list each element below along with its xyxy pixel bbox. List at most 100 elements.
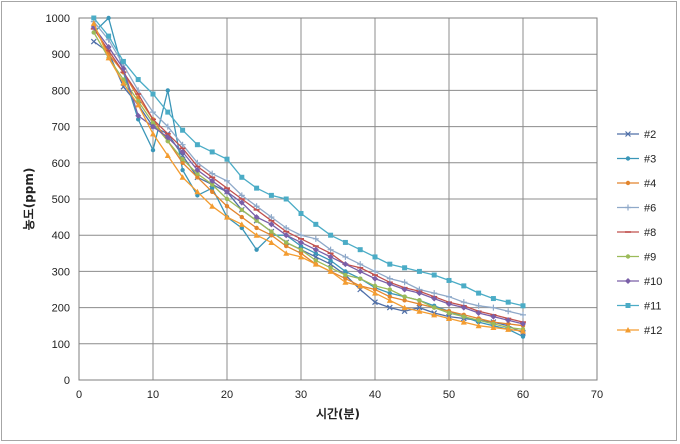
- y-tick-label: 500: [52, 194, 70, 206]
- data-point: [328, 265, 333, 270]
- data-point: [194, 142, 200, 148]
- y-tick-label: 700: [52, 122, 70, 134]
- data-point: [476, 290, 482, 296]
- data-point: [372, 275, 378, 282]
- data-point: [328, 258, 333, 263]
- legend-label: #6: [644, 203, 656, 215]
- data-point: [135, 77, 141, 83]
- series-line: [93, 17, 524, 307]
- data-point: [120, 58, 126, 64]
- y-tick-label: 600: [52, 158, 70, 170]
- data-point: [327, 246, 334, 253]
- data-point: [165, 109, 171, 115]
- data-point: [313, 258, 318, 263]
- data-point: [298, 239, 304, 246]
- data-point: [135, 101, 142, 108]
- series-2: [91, 15, 526, 339]
- data-point: [239, 174, 245, 180]
- data-point: [298, 210, 304, 216]
- data-point: [372, 283, 378, 289]
- data-point: [268, 192, 274, 198]
- data-point: [180, 156, 185, 162]
- series-line: [93, 21, 524, 316]
- data-point: [298, 232, 304, 239]
- data-point: [210, 185, 215, 191]
- y-tick-label: 200: [52, 303, 70, 315]
- data-point: [520, 320, 526, 327]
- data-point: [164, 123, 171, 130]
- legend: #2 #3 #4 #6 #8 #9 #10 #11 #12: [617, 129, 662, 337]
- data-point: [253, 203, 260, 210]
- data-point: [342, 279, 349, 285]
- data-point: [372, 268, 378, 275]
- data-point: [150, 120, 156, 126]
- data-point: [195, 193, 200, 198]
- data-point: [283, 232, 290, 239]
- data-point: [402, 298, 407, 303]
- data-point: [416, 304, 423, 311]
- data-point: [268, 221, 275, 228]
- legend-label: #12: [644, 325, 662, 337]
- legend-swatch-marker: [625, 327, 631, 333]
- data-point: [194, 159, 201, 166]
- data-point: [475, 302, 482, 309]
- data-point: [105, 54, 112, 61]
- data-point: [402, 265, 408, 271]
- legend-item: #11: [617, 301, 662, 313]
- data-point: [91, 15, 97, 21]
- data-point: [209, 177, 216, 184]
- legend-label: #10: [644, 276, 662, 288]
- legend-swatch-marker: [625, 204, 631, 211]
- series-5: [90, 28, 526, 323]
- data-point: [312, 235, 319, 242]
- data-point: [342, 239, 348, 245]
- data-point: [446, 277, 452, 283]
- data-point: [387, 261, 393, 267]
- data-point: [446, 310, 452, 316]
- data-point: [520, 311, 526, 318]
- data-point: [210, 182, 215, 187]
- data-point: [150, 147, 156, 153]
- data-point: [179, 148, 186, 155]
- legend-label: #2: [644, 129, 656, 141]
- data-point: [490, 296, 496, 302]
- data-point: [505, 326, 512, 332]
- data-point: [254, 218, 259, 223]
- legend-label: #8: [644, 227, 656, 239]
- data-point: [238, 221, 245, 227]
- data-point: [401, 279, 408, 286]
- legend-item: #6: [617, 203, 656, 215]
- data-point: [209, 149, 215, 155]
- data-point: [476, 318, 481, 323]
- legend-item: #3: [617, 154, 656, 166]
- data-point: [327, 253, 334, 260]
- data-point: [327, 268, 334, 274]
- data-point: [446, 315, 452, 321]
- legend-swatch-marker: [625, 303, 631, 308]
- data-point: [269, 233, 274, 238]
- data-point: [520, 328, 526, 334]
- data-point: [268, 239, 275, 245]
- legend-swatch-marker: [625, 131, 631, 137]
- series-1: [90, 38, 526, 336]
- data-point: [358, 276, 363, 281]
- data-point: [372, 254, 378, 260]
- data-point: [298, 251, 304, 256]
- x-tick-label: 20: [221, 389, 233, 401]
- data-point: [431, 290, 438, 297]
- data-point: [283, 250, 290, 256]
- data-point: [417, 298, 422, 303]
- data-point: [136, 117, 141, 122]
- data-point: [106, 33, 112, 39]
- y-axis-ticks: 0 100 200 300 400 500 600 700 800 900 1000: [46, 13, 70, 387]
- legend-item: #2: [617, 129, 656, 141]
- series-line: [93, 32, 524, 330]
- data-point: [150, 123, 156, 130]
- data-point: [238, 192, 245, 199]
- y-axis-title: 농도(ppm): [22, 168, 36, 231]
- x-tick-label: 60: [517, 389, 529, 401]
- data-point: [387, 294, 392, 299]
- data-point: [195, 175, 200, 180]
- data-point: [283, 196, 289, 202]
- data-point: [313, 251, 318, 256]
